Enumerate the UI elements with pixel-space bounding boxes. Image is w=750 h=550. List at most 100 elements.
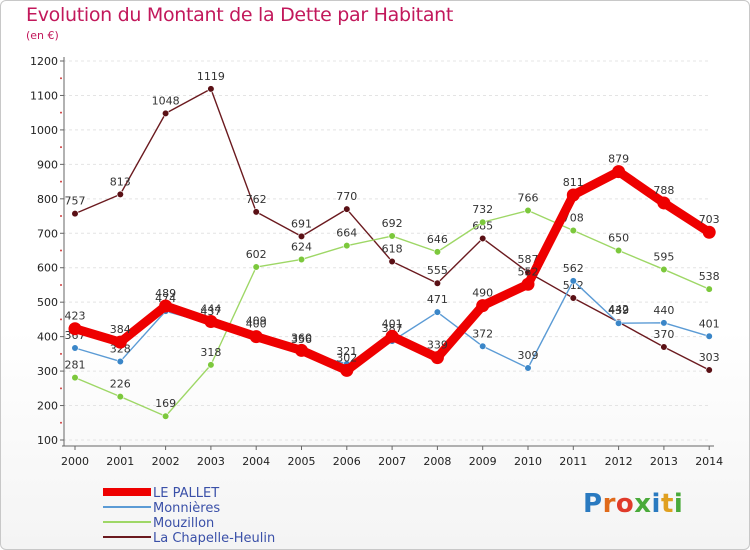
data-label: 770 [336, 190, 357, 203]
data-point [524, 364, 532, 372]
data-point [614, 319, 623, 327]
y-minor-tick [60, 283, 62, 286]
y-minor-tick [60, 421, 62, 424]
data-point [660, 265, 668, 274]
data-label: 384 [110, 323, 131, 336]
data-label: 703 [699, 213, 720, 226]
data-point [116, 357, 124, 366]
logo-letter: P [583, 489, 603, 519]
x-tick-label: 2014 [695, 455, 723, 468]
logo-letter: r [602, 489, 616, 519]
data-point [297, 255, 306, 264]
data-label: 444 [200, 302, 221, 315]
data-point [433, 248, 442, 256]
data-point [569, 226, 577, 235]
data-label: 372 [472, 327, 493, 340]
data-label: 692 [382, 217, 403, 230]
data-label: 309 [518, 349, 539, 362]
data-point [479, 342, 487, 350]
data-point [660, 319, 668, 327]
data-point [705, 285, 713, 293]
data-point [162, 412, 170, 420]
data-label: 370 [653, 328, 674, 341]
data-point [614, 246, 623, 255]
data-label: 318 [200, 346, 221, 359]
y-tick-label: 1200 [30, 55, 58, 68]
x-tick-label: 2013 [650, 455, 678, 468]
data-point [388, 257, 396, 266]
logo-letter: x [634, 489, 652, 519]
proxiti-logo: Proxiti [583, 489, 683, 519]
data-label: 587 [518, 253, 539, 266]
data-point [388, 232, 396, 240]
data-label: 226 [110, 378, 131, 391]
data-label: 281 [65, 359, 86, 372]
data-point [660, 343, 668, 351]
x-tick-label: 2012 [605, 455, 633, 468]
y-minor-tick [60, 387, 62, 390]
data-point [479, 218, 487, 226]
data-label: 471 [427, 293, 448, 306]
data-label: 664 [336, 227, 357, 240]
data-label: 423 [65, 310, 86, 323]
y-minor-tick [60, 111, 62, 114]
data-point [476, 299, 490, 313]
data-label: 757 [65, 195, 86, 208]
x-tick-label: 2010 [514, 455, 542, 468]
legend-item: Monnières [153, 501, 220, 516]
y-tick-label: 1100 [30, 89, 58, 102]
y-minor-tick [60, 77, 62, 80]
data-label: 321 [336, 345, 357, 358]
logo-letter: i [651, 489, 661, 519]
data-point [252, 208, 260, 216]
data-point [433, 279, 442, 287]
data-point [705, 366, 713, 374]
data-label: 732 [472, 203, 493, 216]
y-tick-label: 400 [37, 331, 58, 344]
data-point [702, 225, 716, 239]
data-point [162, 109, 170, 117]
data-label: 303 [699, 351, 720, 364]
data-label: 1048 [152, 94, 180, 107]
logo-letter: o [615, 489, 635, 519]
y-tick-label: 500 [37, 296, 58, 309]
data-label: 437 [200, 305, 221, 318]
data-label: 562 [563, 262, 584, 275]
data-label: 788 [653, 184, 674, 197]
data-point [566, 188, 580, 202]
chart-title: Evolution du Montant de la Dette par Hab… [26, 4, 454, 26]
x-tick-label: 2002 [152, 455, 180, 468]
y-minor-tick [60, 215, 62, 218]
legend-item: Mouzillon [153, 516, 214, 531]
data-point [113, 335, 127, 349]
data-point [207, 85, 215, 93]
x-tick-label: 2008 [423, 455, 451, 468]
chart-subtitle: (en €) [26, 29, 59, 42]
data-point [569, 277, 577, 285]
data-point [385, 329, 399, 343]
x-tick-label: 2001 [106, 455, 134, 468]
data-point [612, 165, 626, 179]
data-label: 169 [155, 397, 176, 410]
x-tick-label: 2011 [559, 455, 587, 468]
data-label: 555 [427, 264, 448, 277]
data-point [430, 351, 444, 365]
data-label: 401 [382, 317, 403, 330]
data-point [204, 314, 218, 328]
data-label: 439 [608, 304, 629, 317]
data-point [657, 196, 671, 210]
data-label: 762 [246, 193, 267, 206]
data-label: 401 [699, 317, 720, 330]
legend-item: LE PALLET [153, 486, 219, 501]
data-label: 474 [155, 292, 176, 305]
data-point [479, 234, 487, 243]
y-tick-label: 100 [37, 434, 58, 447]
data-label: 1119 [197, 70, 225, 83]
data-point [343, 242, 351, 250]
data-label: 400 [246, 318, 267, 331]
x-tick-label: 2004 [242, 455, 270, 468]
y-tick-label: 700 [37, 227, 58, 240]
data-point [249, 330, 263, 344]
